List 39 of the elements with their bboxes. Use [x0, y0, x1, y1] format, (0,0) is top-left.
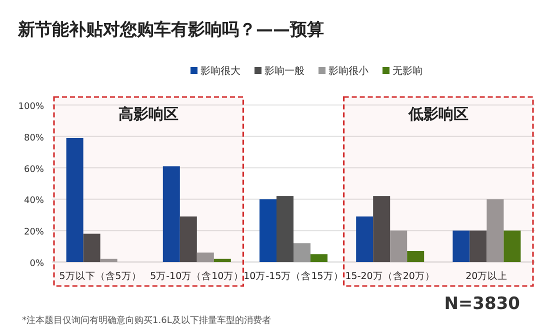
bar: [214, 258, 231, 262]
chart-title: 新节能补贴对您购车有影响吗？——预算: [17, 20, 324, 40]
y-tick-label: 40%: [24, 196, 44, 206]
y-tick-label: 60%: [24, 164, 44, 175]
bar: [100, 258, 118, 262]
bar: [294, 243, 310, 262]
x-tick-label: 5万以下（含5万）: [59, 270, 142, 282]
y-tick-label: 0%: [30, 259, 44, 269]
x-tick-label: 20万以上: [466, 270, 508, 282]
bar: [356, 216, 374, 262]
y-tick-label: 80%: [24, 133, 44, 144]
bar: [162, 166, 180, 262]
x-tick-label: 5万-10万（含10万）: [150, 270, 244, 282]
bar: [452, 230, 470, 262]
bar: [504, 230, 521, 262]
band-label: 低影响区: [407, 105, 468, 123]
bar: [407, 251, 424, 262]
text: N=3830: [444, 294, 520, 314]
bar: [310, 254, 328, 262]
text: *注本题目仅询问有明确意向购买1.6L及以下排量车型的消费者: [22, 315, 271, 326]
legend-label: 无影响: [392, 65, 422, 77]
y-tick-label: 100%: [18, 102, 44, 112]
band-label: 高影响区: [118, 105, 179, 123]
legend-label: 影响一般: [264, 65, 304, 77]
bar: [83, 234, 100, 262]
bar: [196, 252, 214, 262]
bar: [390, 230, 408, 262]
bar: [373, 196, 390, 262]
bar: [470, 230, 487, 262]
x-tick-label: 15-20万（含20万）: [345, 270, 435, 282]
bar: [66, 138, 84, 262]
x-tick-label: 10万-15万（含15万）: [244, 270, 344, 282]
y-tick-label: 20%: [24, 228, 44, 238]
bar: [180, 216, 197, 262]
legend-label: 影响很小: [328, 65, 368, 77]
bar: [276, 196, 294, 262]
bar: [486, 199, 504, 262]
legend-label: 影响很大: [200, 65, 240, 77]
bar: [260, 199, 276, 262]
